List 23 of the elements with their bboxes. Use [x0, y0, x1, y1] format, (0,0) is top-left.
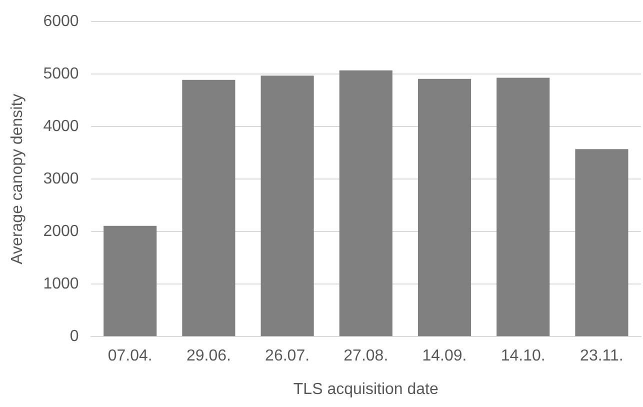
- y-axis-title: Average canopy density: [9, 94, 26, 264]
- x-tick-label: 23.11.: [580, 348, 624, 365]
- bar: [575, 149, 628, 336]
- x-axis-title: TLS acquisition date: [293, 380, 438, 398]
- x-tick-label: 29.06.: [186, 348, 231, 365]
- x-tick-label: 27.08.: [344, 348, 388, 365]
- y-tick-label: 2000: [43, 223, 79, 240]
- y-tick-label: 1000: [43, 276, 79, 293]
- x-tick-label: 07.04.: [108, 348, 152, 365]
- bar: [182, 80, 236, 336]
- bar: [104, 226, 157, 336]
- bar: [496, 78, 550, 336]
- bar: [260, 76, 314, 336]
- x-tick-label: 14.10.: [500, 348, 546, 365]
- y-tick-label: 6000: [43, 13, 79, 30]
- bar: [339, 70, 392, 336]
- y-tick-label: 4000: [43, 118, 79, 136]
- y-tick-label: 5000: [43, 66, 79, 83]
- y-tick-label: 3000: [43, 170, 79, 188]
- y-tick-label: 0: [70, 328, 79, 346]
- x-tick-label: 14.09.: [422, 348, 467, 365]
- bar: [418, 78, 472, 336]
- x-tick-label: 26.07.: [265, 348, 310, 365]
